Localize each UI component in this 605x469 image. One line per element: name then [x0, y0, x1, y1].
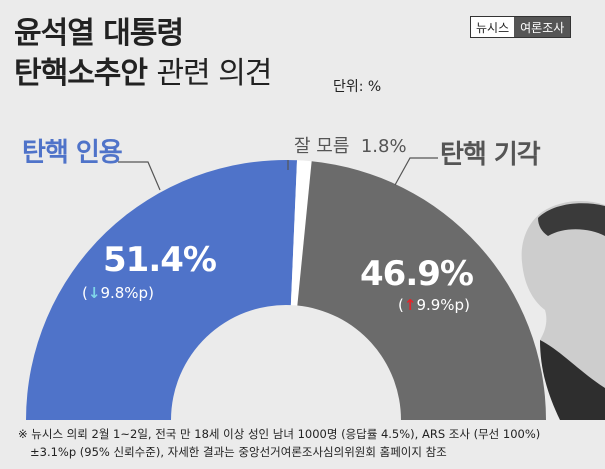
up-arrow-icon: ↑	[404, 296, 417, 314]
approve-change: (↓9.8%p)	[82, 284, 154, 302]
approve-change-value: 9.8%p	[100, 284, 148, 302]
down-arrow-icon: ↓	[88, 284, 101, 302]
footer-line1: ※ 뉴시스 의뢰 2월 1~2일, 전국 만 18세 이상 성인 남녀 1000…	[18, 425, 540, 443]
reject-value: 46.9%	[360, 254, 473, 294]
reject-change: (↑9.9%p)	[398, 296, 470, 314]
slice-approve	[26, 160, 297, 420]
approve-leader-line	[118, 162, 160, 190]
unknown-annotation: 잘 모름 1.8%	[294, 132, 407, 158]
unknown-label: 잘 모름	[294, 136, 349, 157]
unknown-value: 1.8%	[361, 136, 407, 157]
reject-leader-line	[395, 158, 438, 185]
approve-label: 탄핵 인용	[22, 132, 122, 169]
footer-line2: ±3.1%p (95% 신뢰수준), 자세한 결과는 중앙선거여론조사심의위원회…	[18, 443, 540, 461]
reject-label: 탄핵 기각	[440, 134, 540, 171]
footer-note: ※ 뉴시스 의뢰 2월 1~2일, 전국 만 18세 이상 성인 남녀 1000…	[18, 425, 540, 461]
approve-value: 51.4%	[103, 240, 216, 280]
reject-change-value: 9.9%p	[416, 296, 464, 314]
